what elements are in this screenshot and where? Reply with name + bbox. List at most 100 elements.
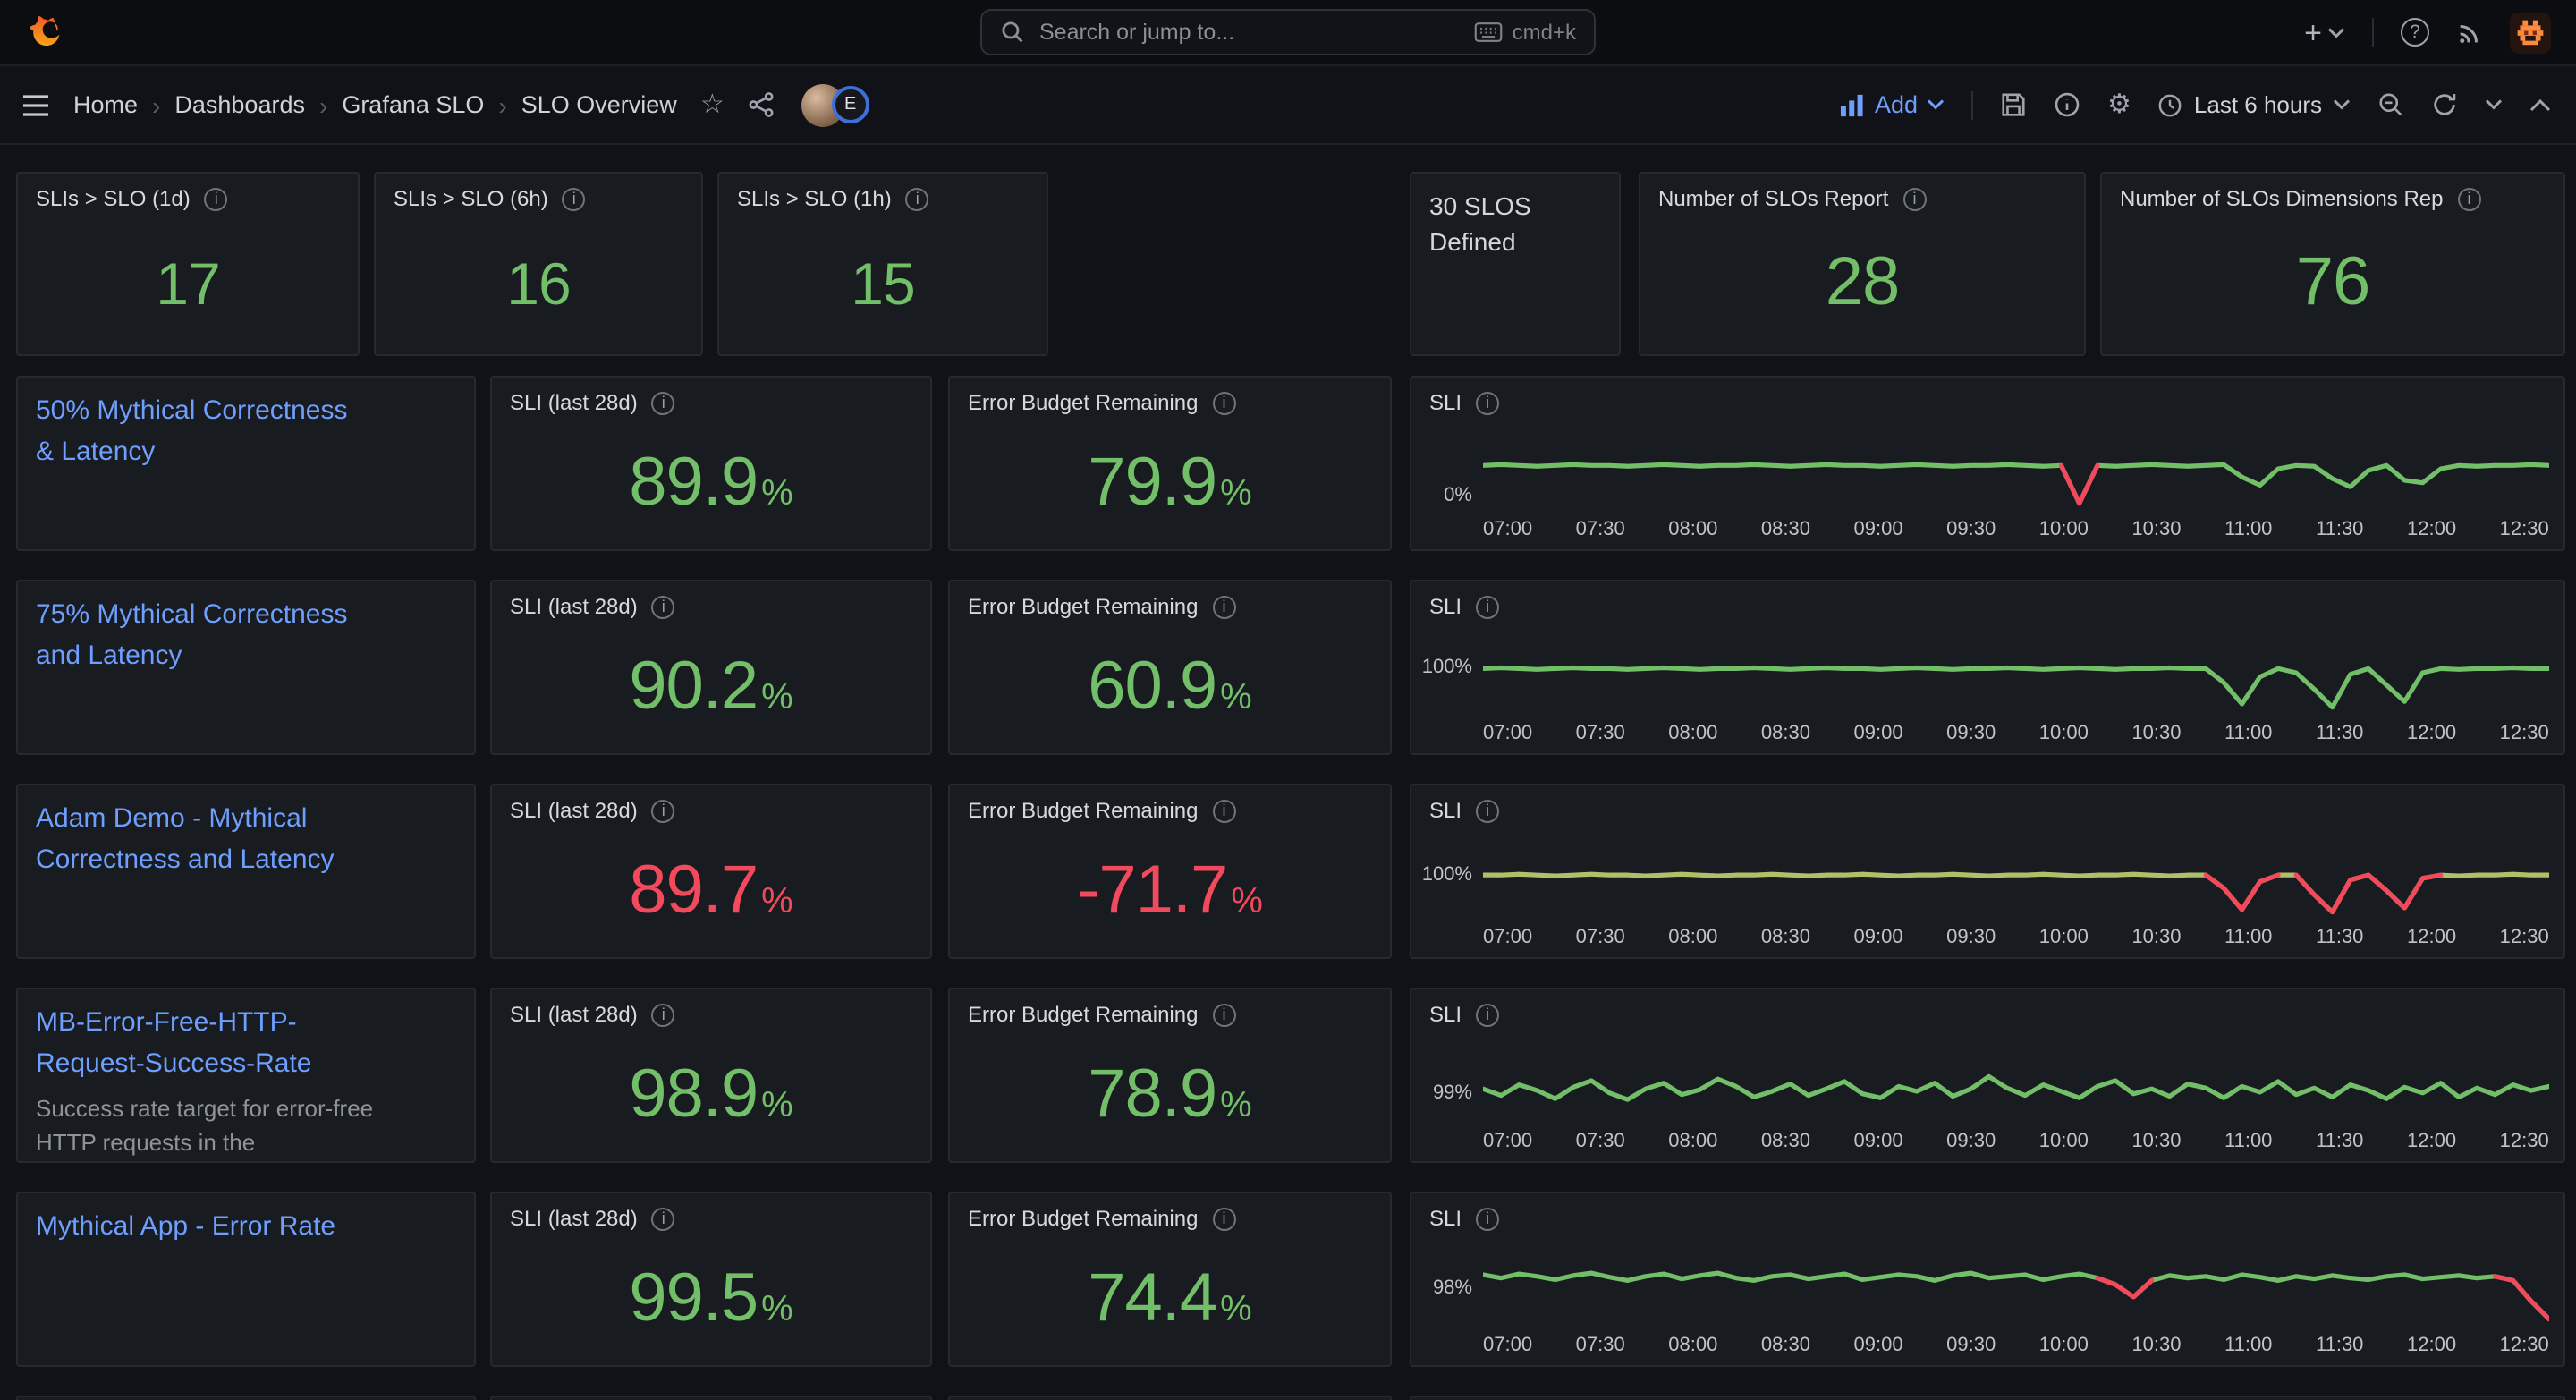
info-icon[interactable]: i: [651, 1003, 675, 1026]
save-dashboard-button[interactable]: [2000, 91, 2027, 118]
info-icon[interactable]: i: [1212, 391, 1236, 414]
x-tick-label: 10:30: [2131, 519, 2182, 540]
stat-value: 99.5: [629, 1260, 758, 1336]
x-tick-label: 10:00: [2038, 1131, 2089, 1152]
x-tick-label: 08:30: [1760, 519, 1810, 540]
time-range-picker[interactable]: Last 6 hours: [2158, 91, 2351, 118]
sli-chart-panel: SLI i 98% 07:00 07:30 08:00 08:30 09:00 09:30 1…: [1410, 1192, 2565, 1367]
sli-time-series[interactable]: [1483, 836, 2549, 918]
x-tick-label: 07:00: [1483, 1131, 1533, 1152]
stat-unit: %: [1220, 1085, 1252, 1124]
info-icon[interactable]: i: [1212, 1003, 1236, 1026]
divider: [2372, 18, 2374, 47]
panel-title: SLIs > SLO (1h): [737, 186, 892, 211]
x-tick-label: 10:30: [2131, 1131, 2182, 1152]
panel-title: Error Budget Remaining: [968, 594, 1199, 619]
dashboard-insights-button[interactable]: [2054, 91, 2080, 118]
dashboard-settings-button[interactable]: ⚙: [2107, 91, 2131, 118]
panel-title: SLI (last 28d): [510, 1206, 638, 1231]
info-icon[interactable]: i: [1476, 1207, 1500, 1230]
collapse-toolbar-button[interactable]: [2529, 98, 2551, 112]
panel-title: SLI: [1429, 1002, 1462, 1027]
favorite-button[interactable]: ☆: [700, 91, 724, 118]
x-tick-label: 12:00: [2407, 519, 2457, 540]
info-icon[interactable]: i: [651, 799, 675, 822]
slo-name-panel: Adam Demo - Mythical Correctness and Lat…: [16, 784, 476, 959]
stat-panel-slis-slo-1d: SLIs > SLO (1d) i 17: [16, 172, 360, 356]
slo-link[interactable]: Mythical App - Error Rate: [36, 1211, 336, 1242]
x-tick-label: 12:30: [2499, 519, 2549, 540]
sli-time-series[interactable]: [1483, 1243, 2549, 1326]
x-tick-label: 10:00: [2038, 723, 2089, 744]
info-icon[interactable]: i: [1476, 595, 1500, 618]
time-series-plot: 98% 07:00 07:30 08:00 08:30 09:00 09:30 10:00 1…: [1433, 1243, 2549, 1356]
x-tick-label: 08:00: [1668, 1131, 1718, 1152]
info-icon[interactable]: i: [651, 391, 675, 414]
sli-time-series[interactable]: [1483, 632, 2549, 714]
stat-panel-slos-dimensions: Number of SLOs Dimensions Rep i 76: [2100, 172, 2565, 356]
toolbar-right: Add ⚙ Last 6 hours: [1839, 90, 2576, 119]
info-icon[interactable]: i: [651, 595, 675, 618]
info-icon[interactable]: i: [204, 187, 228, 210]
user-avatar[interactable]: [2510, 12, 2551, 53]
sli-time-series[interactable]: [1483, 1039, 2549, 1122]
shortcut-label: cmd+k: [1512, 20, 1576, 45]
sli-time-series[interactable]: [1483, 428, 2549, 510]
breadcrumb-slo-overview[interactable]: SLO Overview: [521, 91, 677, 118]
panel-title: SLI: [1429, 798, 1462, 823]
dashboard-collaborators[interactable]: E: [801, 83, 869, 126]
refresh-interval-button[interactable]: [2485, 98, 2503, 111]
sli-stat-panel: SLI (last 28d) i 99.5%: [490, 1192, 932, 1367]
slo-link[interactable]: Adam Demo - Mythical Correctness and Lat…: [36, 803, 335, 874]
grafana-logo-icon[interactable]: [21, 13, 61, 52]
info-icon[interactable]: i: [1212, 595, 1236, 618]
slo-link[interactable]: 75% Mythical Correctness and Latency: [36, 599, 348, 670]
time-series-plot: 0% 07:00 07:30 08:00 08:30 09:00 09:30 10:00 10…: [1444, 428, 2549, 540]
info-icon[interactable]: i: [1476, 391, 1500, 414]
info-icon[interactable]: i: [1476, 1003, 1500, 1026]
help-button[interactable]: ?: [2401, 18, 2429, 47]
info-icon[interactable]: i: [1212, 799, 1236, 822]
breadcrumb-home[interactable]: Home: [73, 91, 139, 118]
info-icon[interactable]: i: [1212, 1207, 1236, 1230]
zoom-out-button[interactable]: [2377, 91, 2404, 118]
new-menu-button[interactable]: +: [2304, 17, 2345, 47]
breadcrumb-dashboards[interactable]: Dashboards: [174, 91, 305, 118]
zoom-out-icon: [2379, 93, 2402, 116]
rss-icon: [2460, 24, 2478, 43]
time-series-plot: 100% 07:00 07:30 08:00 08:30 09:00 09:30 10:00…: [1422, 632, 2549, 744]
slo-link[interactable]: 50% Mythical Correctness & Latency: [36, 395, 348, 466]
info-icon[interactable]: i: [1476, 799, 1500, 822]
x-tick-label: 10:00: [2038, 1335, 2089, 1356]
add-panel-button[interactable]: Add: [1839, 91, 1945, 118]
hamburger-icon: [23, 94, 48, 115]
slo-link[interactable]: MB-Error-Free-HTTP-Request-Success-Rate: [36, 1007, 312, 1078]
x-tick-label: 07:00: [1483, 927, 1533, 948]
x-tick-label: 08:00: [1668, 1335, 1718, 1356]
panel-title: SLI (last 28d): [510, 594, 638, 619]
search-input[interactable]: Search or jump to... cmd+k: [980, 9, 1596, 55]
slo-name-panel: MB-Error-Free-HTTP-Request-Success-Rate …: [16, 988, 476, 1163]
info-icon[interactable]: i: [2457, 187, 2481, 210]
x-tick-label: 08:00: [1668, 519, 1718, 540]
panel-title: SLI (last 28d): [510, 798, 638, 823]
info-icon[interactable]: i: [651, 1207, 675, 1230]
panel-title: SLIs > SLO (6h): [394, 186, 548, 211]
next-row-panel-edge: [948, 1396, 1392, 1400]
info-icon[interactable]: i: [562, 187, 586, 210]
share-button[interactable]: [748, 91, 775, 118]
x-tick-label: 12:30: [2499, 1335, 2549, 1356]
info-icon[interactable]: i: [1902, 187, 1927, 210]
menu-toggle-button[interactable]: [21, 92, 50, 117]
info-icon[interactable]: i: [905, 187, 929, 210]
shortcut-hint: cmd+k: [1475, 20, 1576, 45]
breadcrumb-grafana-slo[interactable]: Grafana SLO: [342, 91, 485, 118]
time-series-plot: 100% 07:00 07:30 08:00 08:30 09:00 09:30 10:00…: [1422, 836, 2549, 948]
x-tick-label: 07:00: [1483, 723, 1533, 744]
x-tick-label: 09:00: [1853, 723, 1903, 744]
stat-value: -71.7: [1077, 853, 1228, 928]
news-button[interactable]: [2456, 19, 2483, 46]
add-label: Add: [1874, 91, 1918, 118]
refresh-button[interactable]: [2431, 91, 2458, 118]
